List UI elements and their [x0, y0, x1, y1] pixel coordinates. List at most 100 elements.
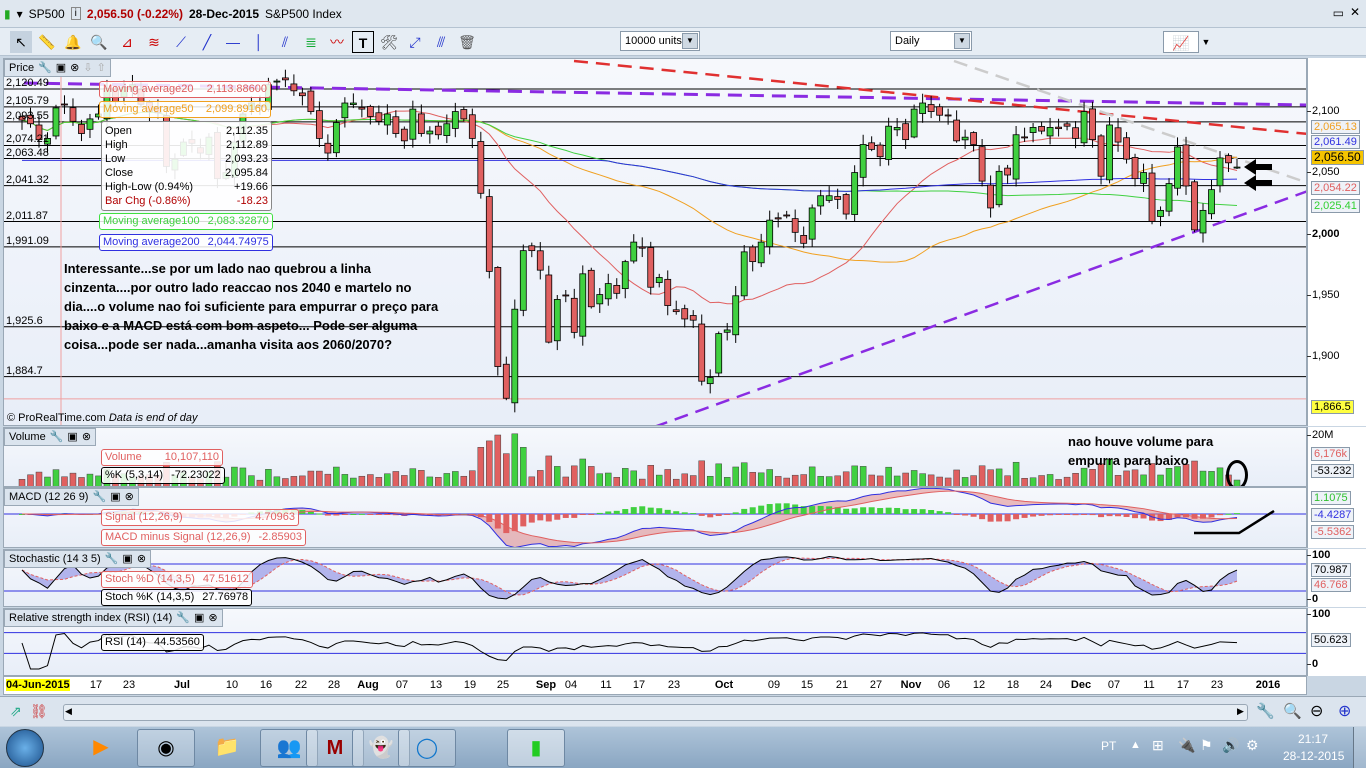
taskbar-prorealtime[interactable]: ▮ [507, 729, 565, 767]
vertical-line-icon[interactable]: │ [254, 34, 264, 50]
wrench-icon[interactable]: 🔧 [38, 62, 52, 74]
candle-icon[interactable]: ▮ [4, 6, 11, 21]
windows-icon[interactable]: ⊞ [1152, 737, 1164, 753]
close-icon[interactable]: ⊗ [124, 491, 134, 503]
regression-icon[interactable]: ≣ [305, 34, 317, 50]
close-icon[interactable]: ⊗ [70, 62, 80, 74]
fibonacci-icon[interactable]: ⫽ [281, 34, 289, 50]
volume-bar [528, 476, 536, 486]
date-axis[interactable]: 04-Jun-2015 17 23 Jul 10 16 22 28 Aug 07 13 19 25 Sep… [3, 676, 1307, 695]
language-indicator[interactable]: PT [1101, 739, 1117, 753]
crosshair-icon[interactable]: ⫻ [436, 34, 446, 50]
price-axis[interactable]: 2,100 2,050 2,000 1,950 1,900 2,065.13 2… [1307, 58, 1366, 426]
macd-histogram-bar [596, 512, 603, 514]
date-label: 28 [327, 679, 341, 691]
export-icon[interactable]: ⇗ [10, 703, 22, 719]
volume-bar [61, 476, 68, 486]
horizontal-line-icon[interactable]: — [226, 34, 240, 50]
move-down-icon[interactable]: ⇩ [83, 62, 93, 74]
maximize-icon[interactable]: ▭ [1332, 6, 1344, 20]
trash-icon[interactable]: 🗑 [458, 34, 476, 50]
candle [358, 107, 366, 110]
line-icon[interactable]: ╱ [202, 34, 212, 50]
volume-icon[interactable]: 🔊 [1222, 737, 1240, 753]
properties-icon[interactable]: 🛠 [380, 34, 398, 50]
volume-annotation[interactable]: nao houve volume para empurra para baixo [1068, 434, 1214, 468]
wrench-icon[interactable]: 🔧 [104, 553, 119, 565]
price-pane[interactable]: Price 🔧 ▣ ⊗ ⇩ ⇧ 2,120.49 2,105.79 2,093.55 2,074… [3, 58, 1307, 426]
scroll-right-icon[interactable]: ▶ [1237, 706, 1244, 716]
chart-scrollbar[interactable] [63, 704, 1248, 721]
wrench-icon[interactable]: 🔧 [49, 431, 64, 443]
zoom-out-icon[interactable]: ⊖ [1310, 703, 1324, 720]
taskbar-messenger[interactable]: 👥 [260, 729, 318, 767]
close-icon[interactable]: ⊗ [208, 612, 218, 624]
volume-bar [477, 447, 485, 486]
parallel-icon[interactable]: ⤢ [409, 34, 421, 50]
move-up-icon[interactable]: ⇧ [96, 62, 106, 74]
tray-expand-icon[interactable]: ▲ [1130, 739, 1141, 751]
window-icon[interactable]: ▣ [67, 431, 78, 443]
units-select[interactable]: 10000 units ▼ [620, 31, 700, 51]
zoom-in-icon[interactable]: ⊕ [1338, 703, 1352, 720]
window-icon[interactable]: ▣ [122, 553, 133, 565]
chevron-down-icon[interactable]: ▼ [1201, 37, 1211, 47]
start-button[interactable] [6, 729, 44, 767]
clock-time[interactable]: 21:17 [1298, 732, 1329, 746]
macd-histogram-bar [1217, 514, 1224, 516]
segment-icon[interactable]: ⟋ [176, 34, 186, 50]
axis-label: 2,100 [1307, 105, 1340, 117]
chart-settings-icon[interactable]: 🔧 [1256, 703, 1275, 720]
chevron-down-icon[interactable]: ▾ [16, 6, 23, 21]
power-icon[interactable]: 🔌 [1178, 737, 1196, 753]
taskbar-circle-app[interactable]: ◯ [398, 729, 456, 767]
ma200-legend: Moving average200 2,044.74975 [99, 234, 273, 251]
taskbar-mcafee[interactable]: M [306, 729, 364, 767]
scroll-left-icon[interactable]: ◀ [65, 706, 72, 716]
wrench-icon[interactable]: 🔧 [176, 612, 190, 624]
taskbar-media-player[interactable]: ▶ [93, 736, 109, 758]
macd-histogram-bar [749, 507, 756, 514]
volume-bar [401, 475, 408, 486]
flag-icon[interactable]: ⚑ [1200, 737, 1213, 753]
close-icon[interactable]: ✕ [1349, 5, 1360, 19]
window-icon[interactable]: ▣ [193, 612, 205, 624]
close-icon[interactable]: ⊗ [81, 431, 92, 443]
volume-bar [647, 465, 654, 486]
text-icon[interactable]: T [352, 31, 374, 53]
ruler-icon[interactable]: 📏 [38, 34, 56, 50]
alert-bell-icon[interactable]: 🔔 [64, 34, 82, 50]
candle [885, 125, 893, 160]
trend-icon[interactable]: 〰 [330, 34, 344, 50]
macd-pane[interactable]: MACD (12 26 9) 🔧 ▣ ⊗ Signal (12,26,9) 4.7096… [3, 487, 1307, 548]
close-icon[interactable]: ⊗ [136, 553, 147, 565]
zoom-icon[interactable]: 🔍 [90, 34, 108, 50]
show-desktop-button[interactable] [1353, 727, 1366, 768]
wrench-icon[interactable]: 🔧 [92, 491, 107, 503]
volume-bar [1106, 459, 1113, 486]
link-candle-icon[interactable]: ⛓ [30, 703, 48, 719]
last-price: 2,056.50 (-0.22%) [86, 6, 183, 21]
window-icon[interactable]: ▣ [110, 491, 121, 503]
network-icon[interactable]: ⚙ [1246, 737, 1259, 753]
auto-zoom-icon[interactable]: 🔍 [1283, 703, 1302, 720]
volume-pane[interactable]: Volume 🔧 ▣ ⊗ Volume 10,107,110 %K (5,3,14) -7… [3, 427, 1307, 487]
taskbar-ghostery[interactable]: 👻 [352, 729, 410, 767]
clock-date[interactable]: 28-12-2015 [1283, 749, 1345, 763]
info-icon[interactable]: i [70, 7, 81, 20]
taskbar-explorer[interactable]: 📁 [214, 736, 240, 758]
rsi-pane[interactable]: Relative strength index (RSI) (14) 🔧 ▣ ⊗ RS… [3, 608, 1307, 676]
channel-icon[interactable]: ≋ [148, 34, 160, 50]
window-icon[interactable]: ▣ [55, 62, 67, 74]
volume-bar [86, 473, 94, 486]
indicators-icon[interactable]: 📈 [1163, 31, 1199, 53]
pointer-icon[interactable]: ↖ [10, 31, 32, 53]
taskbar-chrome[interactable]: ◉ [137, 729, 195, 767]
period-select[interactable]: Daily ▼ [890, 31, 972, 51]
symbol[interactable]: SP500 [28, 6, 65, 21]
triangle-icon[interactable]: ⊿ [121, 34, 133, 50]
annotation-text[interactable]: Interessante...se por um lado nao quebro… [64, 261, 439, 352]
candle [655, 277, 663, 283]
stochastic-pane[interactable]: Stochastic (14 3 5) 🔧 ▣ ⊗ Stoch %D (14,3,5)… [3, 549, 1307, 607]
macd-histogram-bar [511, 514, 518, 532]
